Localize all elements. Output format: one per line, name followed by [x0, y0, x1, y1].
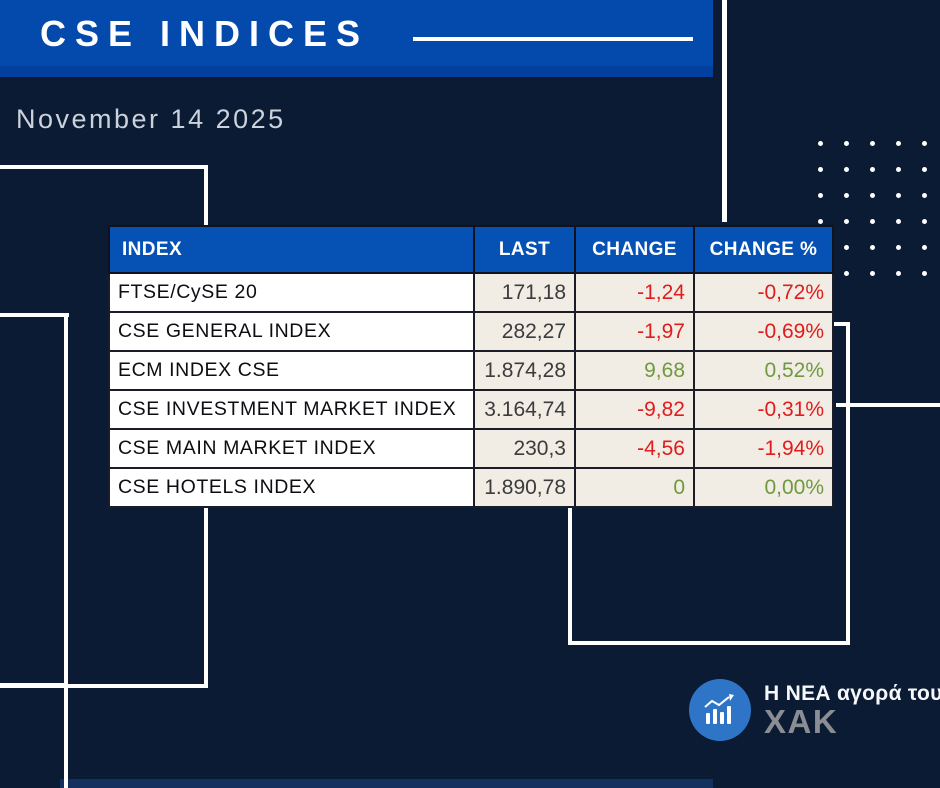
- change-pct-cell: -0,31%: [693, 389, 834, 430]
- index-name-cell: CSE INVESTMENT MARKET INDEX: [108, 389, 475, 430]
- change-value-cell: -4,56: [574, 428, 695, 469]
- dot: [922, 167, 927, 172]
- index-name-cell: CSE HOTELS INDEX: [108, 467, 475, 508]
- table-row: ECM INDEX CSE 1.874,28 9,68 0,52%: [108, 350, 834, 391]
- change-pct-cell: -0,69%: [693, 311, 834, 352]
- last-value-cell: 1.890,78: [473, 467, 576, 508]
- page-title: CSE INDICES: [40, 13, 370, 54]
- dot: [844, 193, 849, 198]
- bottom-accent-strip: [60, 779, 713, 788]
- dot: [818, 193, 823, 198]
- table-row: FTSE/CySE 20 171,18 -1,24 -0,72%: [108, 272, 834, 313]
- change-pct-cell: -1,94%: [693, 428, 834, 469]
- date-label: November 14 2025: [16, 104, 286, 134]
- dot: [870, 193, 875, 198]
- last-value-cell: 230,3: [473, 428, 576, 469]
- dot: [870, 167, 875, 172]
- decorative-horizontal-line: [0, 683, 66, 687]
- dot: [896, 193, 901, 198]
- dot: [870, 271, 875, 276]
- indices-table-container: INDEX LAST CHANGE CHANGE % FTSE/CySE 20 1…: [108, 225, 834, 508]
- dot: [896, 141, 901, 146]
- table-row: CSE GENERAL INDEX 282,27 -1,97 -0,69%: [108, 311, 834, 352]
- index-name-cell: FTSE/CySE 20: [108, 272, 475, 313]
- dot: [922, 141, 927, 146]
- decorative-vertical-line: [64, 313, 68, 788]
- column-header-change: CHANGE: [574, 225, 695, 274]
- change-value-cell: -1,24: [574, 272, 695, 313]
- dot: [870, 219, 875, 224]
- bar-chart-icon: [689, 679, 751, 741]
- header-banner: CSE INDICES: [0, 0, 713, 77]
- change-value-cell: -9,82: [574, 389, 695, 430]
- dot: [896, 167, 901, 172]
- change-pct-cell: 0,00%: [693, 467, 834, 508]
- change-value-cell: 0: [574, 467, 695, 508]
- indices-table: INDEX LAST CHANGE CHANGE % FTSE/CySE 20 1…: [108, 225, 834, 508]
- decorative-vertical-line: [722, 0, 727, 222]
- change-pct-cell: 0,52%: [693, 350, 834, 391]
- table-row: CSE MAIN MARKET INDEX 230,3 -4,56 -1,94%: [108, 428, 834, 469]
- last-value-cell: 3.164,74: [473, 389, 576, 430]
- last-value-cell: 171,18: [473, 272, 576, 313]
- brand-logo: Η ΝΕΑ αγορά του ΧΑΚ: [689, 679, 940, 741]
- decorative-horizontal-line: [836, 403, 940, 407]
- dot: [922, 271, 927, 276]
- dot: [896, 271, 901, 276]
- dot: [844, 245, 849, 250]
- table-row: CSE INVESTMENT MARKET INDEX 3.164,74 -9,82…: [108, 389, 834, 430]
- change-value-cell: 9,68: [574, 350, 695, 391]
- dot: [818, 141, 823, 146]
- change-value-cell: -1,97: [574, 311, 695, 352]
- change-pct-cell: -0,72%: [693, 272, 834, 313]
- column-header-last: LAST: [473, 225, 576, 274]
- last-value-cell: 1.874,28: [473, 350, 576, 391]
- dot: [896, 245, 901, 250]
- dot: [844, 141, 849, 146]
- dot: [870, 245, 875, 250]
- dot: [818, 219, 823, 224]
- dot: [818, 167, 823, 172]
- column-header-change-pct: CHANGE %: [693, 225, 834, 274]
- dots-pattern: [818, 141, 940, 297]
- dot: [870, 141, 875, 146]
- last-value-cell: 282,27: [473, 311, 576, 352]
- column-header-index: INDEX: [108, 225, 475, 274]
- decorative-horizontal-line: [0, 313, 69, 317]
- logo-text: Η ΝΕΑ αγορά του ΧΑΚ: [764, 679, 940, 741]
- table-row: CSE HOTELS INDEX 1.890,78 0 0,00%: [108, 467, 834, 508]
- dot: [922, 245, 927, 250]
- dot: [922, 193, 927, 198]
- dot: [896, 219, 901, 224]
- index-name-cell: ECM INDEX CSE: [108, 350, 475, 391]
- index-name-cell: CSE GENERAL INDEX: [108, 311, 475, 352]
- logo-tagline: Η ΝΕΑ αγορά του: [764, 682, 940, 705]
- dot: [844, 271, 849, 276]
- table-header-row: INDEX LAST CHANGE CHANGE %: [108, 225, 834, 274]
- banner-decorative-line: [413, 37, 693, 41]
- dot: [844, 167, 849, 172]
- logo-name: ΧΑΚ: [764, 703, 839, 740]
- dot: [922, 219, 927, 224]
- dot: [844, 219, 849, 224]
- index-name-cell: CSE MAIN MARKET INDEX: [108, 428, 475, 469]
